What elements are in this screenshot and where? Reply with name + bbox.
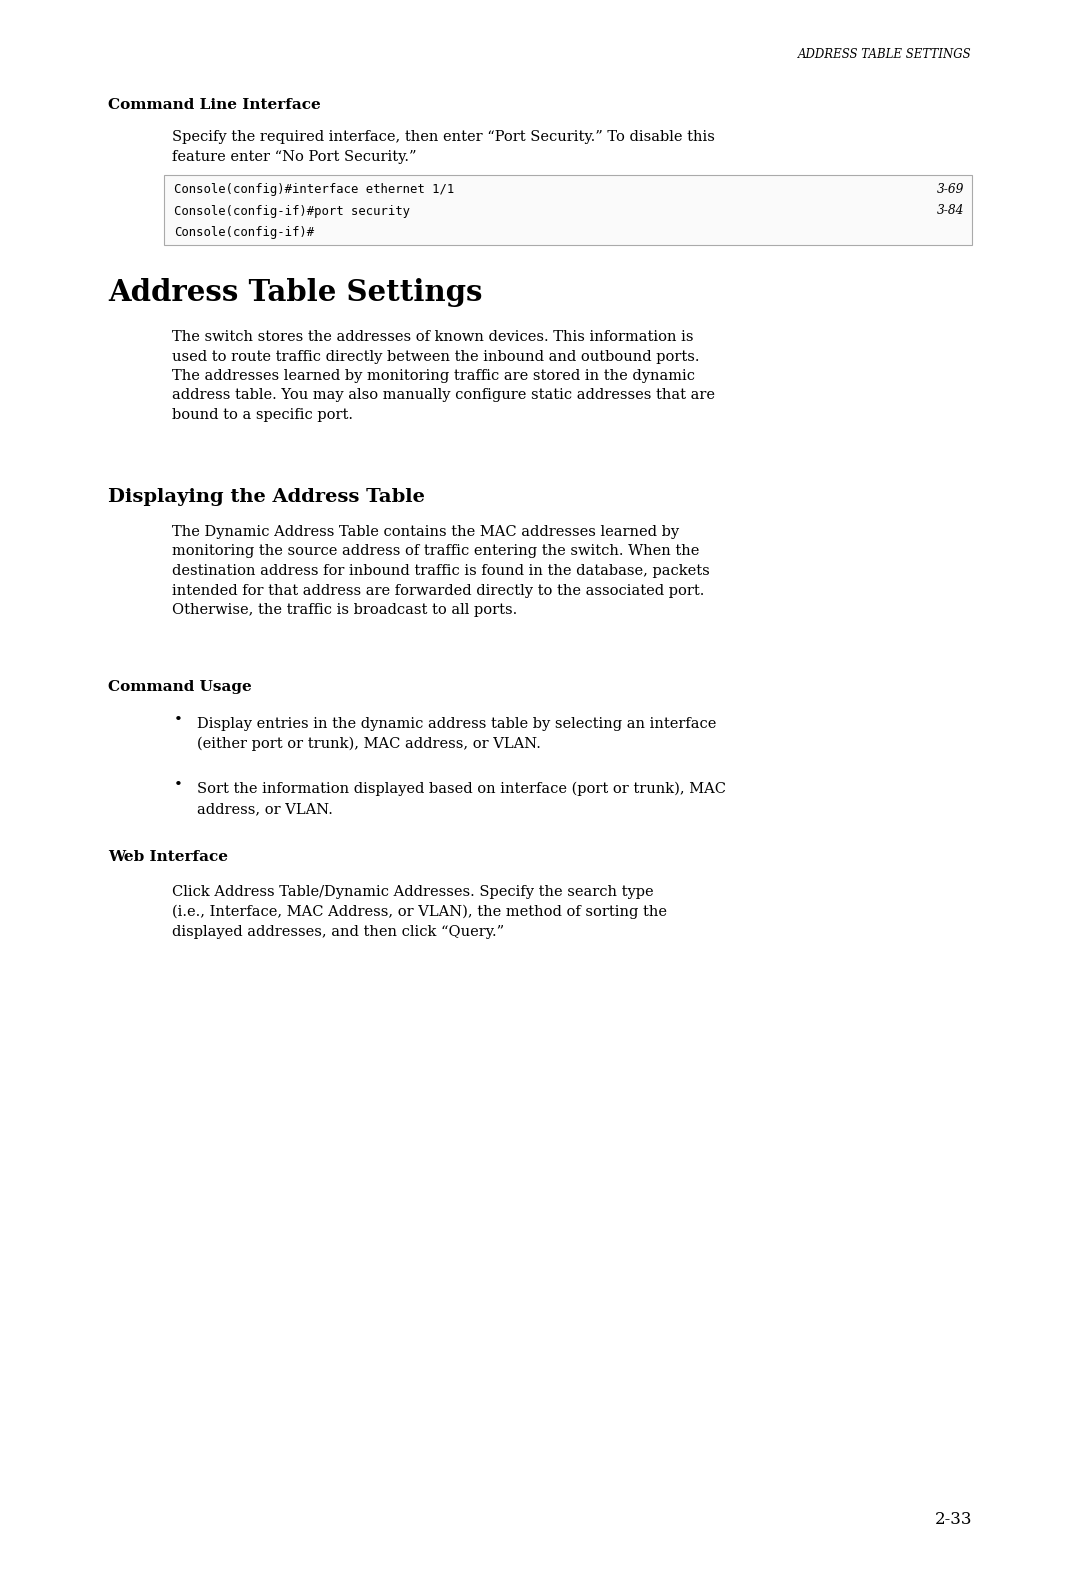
Text: 2-33: 2-33 xyxy=(934,1510,972,1528)
Text: Console(config-if)#: Console(config-if)# xyxy=(174,226,314,239)
Text: ADDRESS TABLE SETTINGS: ADDRESS TABLE SETTINGS xyxy=(798,49,972,61)
Text: •: • xyxy=(174,713,183,727)
Text: Address Table Settings: Address Table Settings xyxy=(108,278,483,308)
Text: The Dynamic Address Table contains the MAC addresses learned by
monitoring the s: The Dynamic Address Table contains the M… xyxy=(172,524,710,617)
Text: Command Line Interface: Command Line Interface xyxy=(108,97,321,111)
Text: Web Interface: Web Interface xyxy=(108,849,228,864)
Text: The switch stores the addresses of known devices. This information is
used to ro: The switch stores the addresses of known… xyxy=(172,330,715,422)
Text: 3-69: 3-69 xyxy=(936,184,964,196)
Text: Command Usage: Command Usage xyxy=(108,680,252,694)
Text: Console(config-if)#port security: Console(config-if)#port security xyxy=(174,204,410,218)
Text: Click Address Table/Dynamic Addresses. Specify the search type
(i.e., Interface,: Click Address Table/Dynamic Addresses. S… xyxy=(172,885,667,939)
Text: Display entries in the dynamic address table by selecting an interface
(either p: Display entries in the dynamic address t… xyxy=(197,717,716,750)
FancyBboxPatch shape xyxy=(164,174,972,245)
Text: Specify the required interface, then enter “Port Security.” To disable this
feat: Specify the required interface, then ent… xyxy=(172,130,715,163)
Text: Displaying the Address Table: Displaying the Address Table xyxy=(108,488,424,506)
Text: •: • xyxy=(174,779,183,791)
Text: 3-84: 3-84 xyxy=(936,204,964,218)
Text: Console(config)#interface ethernet 1/1: Console(config)#interface ethernet 1/1 xyxy=(174,184,455,196)
Text: Sort the information displayed based on interface (port or trunk), MAC
address, : Sort the information displayed based on … xyxy=(197,782,726,816)
